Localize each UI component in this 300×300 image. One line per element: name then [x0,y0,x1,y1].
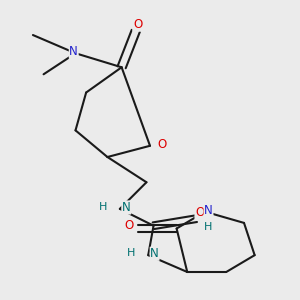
Text: N: N [204,204,213,217]
Text: H: H [99,202,107,212]
Text: O: O [158,138,167,151]
Text: O: O [124,219,133,232]
Text: N: N [122,201,130,214]
Text: H: H [127,248,135,258]
Text: N: N [69,45,78,58]
Text: N: N [150,247,159,260]
Text: O: O [195,206,204,219]
Text: H: H [204,222,213,232]
Text: O: O [133,18,142,31]
